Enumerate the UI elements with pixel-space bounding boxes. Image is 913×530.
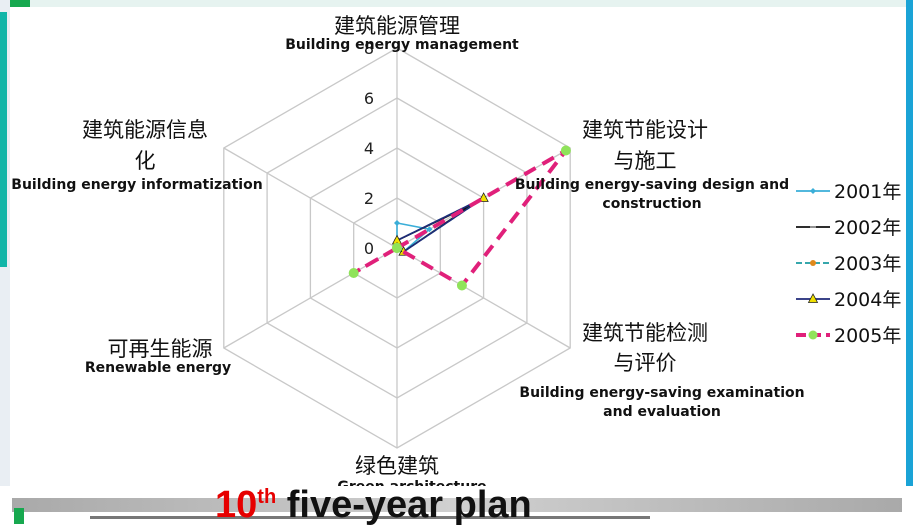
legend-marker [810, 188, 816, 194]
footer-title: 10th five-year plan [215, 484, 532, 527]
category-label-cn: 建筑节能设计 [582, 118, 708, 142]
legend-item: 2001年 [796, 181, 901, 203]
data-point [348, 268, 359, 278]
footer-bar [0, 486, 913, 530]
legend: 2001年 2002年 2003年 2004年 2005年 [796, 181, 901, 347]
grid-spoke [223, 147, 398, 249]
data-point [478, 192, 489, 202]
category-label-cn: 与施工 [614, 149, 677, 173]
category-label-en: Building energy informatization [11, 177, 262, 193]
tick-label: 4 [364, 139, 374, 158]
right-frame-strip [906, 0, 913, 530]
category-label-cn: 建筑能源信息 [82, 118, 208, 142]
category-label-cn: 化 [135, 149, 156, 173]
legend-label: 2005年 [834, 325, 901, 347]
category-label-en: construction [602, 196, 701, 212]
data-point [426, 226, 433, 233]
legend-label: 2002年 [834, 217, 901, 239]
tick-label: 6 [364, 89, 374, 108]
category-label-cn: 建筑能源管理 [334, 14, 460, 38]
legend-marker [808, 330, 818, 340]
left-frame-strip [0, 0, 10, 530]
legend-label: 2001年 [834, 181, 901, 203]
category-label-cn: 可再生能源 [108, 337, 213, 361]
radar-series [348, 145, 571, 291]
data-point [392, 243, 402, 253]
footer-number: 10 [215, 484, 258, 526]
series-line [352, 148, 568, 289]
radar-tick-labels: 0 2 4 6 8 [364, 39, 374, 258]
data-point [394, 220, 400, 226]
category-label-cn: 绿色建筑 [355, 454, 439, 478]
legend-item: 2002年 [796, 217, 901, 239]
top-frame-strip [0, 0, 913, 7]
category-label-en: Building energy-saving design and [515, 177, 789, 193]
legend-item: 2005年 [796, 325, 901, 347]
legend-label: 2004年 [834, 289, 901, 311]
category-label-cn: 建筑节能检测 [582, 321, 708, 345]
legend-marker [807, 293, 819, 303]
tick-label: 0 [364, 239, 374, 258]
category-label-en: Renewable energy [85, 360, 231, 376]
series-5 [348, 145, 571, 291]
category-label-en: and evaluation [603, 404, 721, 420]
footer-text: five-year plan [276, 484, 532, 526]
category-label-en: Building energy-saving examination [519, 385, 804, 401]
tick-label: 2 [364, 189, 374, 208]
legend-label: 2003年 [834, 253, 901, 275]
category-label-cn: 与评价 [614, 351, 677, 375]
tick-label: 8 [364, 39, 374, 58]
legend-marker [810, 260, 816, 266]
data-point [456, 280, 467, 291]
category-label-en: Building energy management [285, 37, 519, 53]
legend-item: 2004年 [796, 289, 901, 311]
legend-item: 2003年 [796, 253, 901, 275]
data-point [560, 145, 571, 156]
footer-superscript: th [257, 486, 277, 508]
